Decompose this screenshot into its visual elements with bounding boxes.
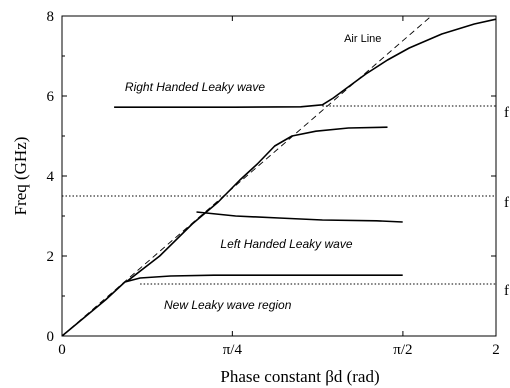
- x-tick-label: π/4: [223, 342, 243, 358]
- reference-line-label: f: [504, 105, 509, 121]
- x-tick-label: π/2: [393, 342, 412, 358]
- y-axis-ticks: 0 2 4 6 8: [47, 9, 496, 345]
- reference-lines: f f f: [62, 105, 509, 299]
- dispersion-curve: [196, 211, 403, 223]
- y-tick-label: 0: [47, 329, 55, 345]
- air-line-label: Air Line: [344, 33, 381, 45]
- reference-line-label: f: [504, 195, 509, 211]
- dispersion-curve: [114, 18, 497, 108]
- x-axis-label: Phase constant βd (rad): [220, 367, 379, 386]
- y-tick-label: 8: [47, 9, 55, 25]
- region-annotation: Left Handed Leaky wave: [220, 237, 352, 251]
- x-axis-ticks: 0 π/4 π/2 2: [58, 16, 500, 358]
- region-annotation: Right Handed Leaky wave: [125, 80, 265, 94]
- dispersion-curves: [61, 18, 497, 337]
- annotations: Right Handed Leaky wave Left Handed Leaky…: [125, 80, 353, 312]
- reference-line-label: f: [504, 283, 509, 299]
- y-axis-label: Freq (GHz): [11, 137, 30, 216]
- y-tick-label: 4: [47, 169, 55, 185]
- x-tick-label: 0: [58, 342, 66, 358]
- y-tick-label: 6: [47, 89, 55, 105]
- x-tick-label: 2: [492, 342, 500, 358]
- plot-frame: [61, 15, 497, 337]
- dispersion-curve: [61, 274, 403, 337]
- y-tick-label: 2: [47, 249, 55, 265]
- region-annotation: New Leaky wave region: [164, 298, 292, 312]
- dispersion-curve: [126, 126, 388, 282]
